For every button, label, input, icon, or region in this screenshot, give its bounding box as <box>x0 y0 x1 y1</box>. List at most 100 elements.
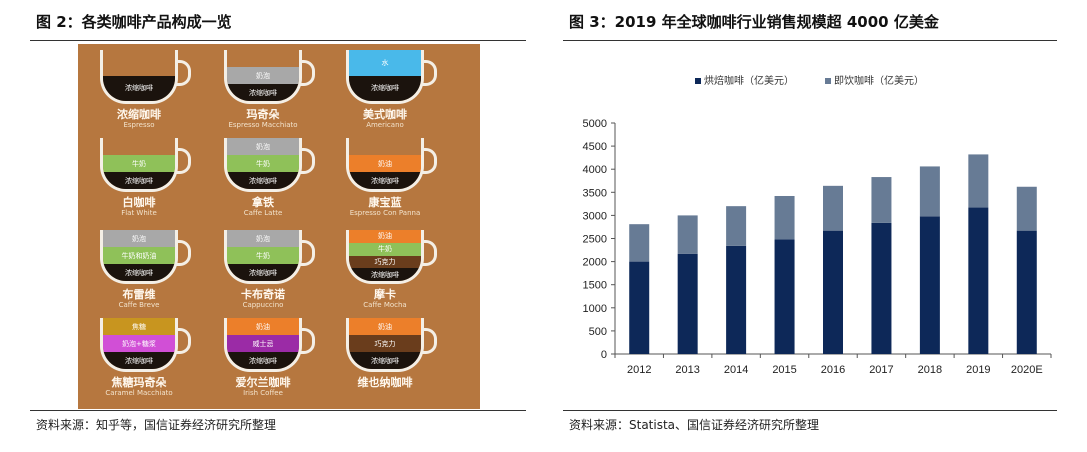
left-source-rule <box>30 410 526 411</box>
x-tick-label: 2019 <box>966 364 990 376</box>
cup-handle <box>300 328 315 354</box>
cup-layer: 浓缩咖啡 <box>349 75 421 101</box>
y-tick-label: 4000 <box>583 164 607 176</box>
x-tick-label: 2013 <box>675 364 699 376</box>
cup-layer: 奶泡 <box>227 138 299 155</box>
legend-label: 即饮咖啡（亿美元） <box>834 74 924 87</box>
cup-layer <box>349 138 421 155</box>
cup-layer: 浓缩咖啡 <box>103 264 175 281</box>
cup-english-name: Americano <box>366 121 404 129</box>
cup-layer: 浓缩咖啡 <box>349 172 421 189</box>
cup-english-name: Caffe Latte <box>243 209 283 217</box>
cup-name: 布雷维 <box>122 288 156 301</box>
y-tick-label: 5000 <box>583 118 607 130</box>
coffee-cup: 奶泡 牛奶 浓缩咖啡 <box>224 230 316 290</box>
coffee-cup: 奶油 威士忌 浓缩咖啡 <box>224 318 316 378</box>
cup-name: 摩卡 <box>374 288 396 301</box>
cup-layer: 焦糖 <box>103 318 175 335</box>
cup-body: 奶泡 牛奶 浓缩咖啡 <box>224 230 302 284</box>
cup-layer: 巧克力 <box>349 335 421 352</box>
cup-layer: 牛奶 <box>227 247 299 264</box>
right-figure-panel: 图 3：2019 年全球咖啡行业销售规模超 4000 亿美金 烘焙咖啡（亿美元）… <box>563 0 1057 452</box>
coffee-cup: 浓缩咖啡 <box>100 50 192 110</box>
coffee-cup: 焦糖 奶泡+糖浆 浓缩咖啡 <box>100 318 192 378</box>
cup-layer: 牛奶 <box>349 242 421 256</box>
cup-name: 美式咖啡 <box>363 108 407 121</box>
cup-name: 玛奇朵 <box>246 108 280 121</box>
cup-layer: 浓缩咖啡 <box>349 352 421 369</box>
right-title-rule <box>563 40 1057 41</box>
cup-handle <box>422 240 437 266</box>
cup-english-name: Caramel Macchiato <box>105 389 173 397</box>
cup-body: 奶油 浓缩咖啡 <box>346 138 424 192</box>
bar-segment <box>871 177 892 223</box>
coffee-cup: 水浓缩咖啡 <box>346 50 438 110</box>
coffee-cup: 奶油 巧克力 浓缩咖啡 <box>346 318 438 378</box>
coffee-types-poster: 浓缩咖啡 浓缩咖啡 Espresso 奶泡 浓缩咖啡 玛奇朵 Espresso Macchi… <box>78 44 480 409</box>
cup-layer: 浓缩咖啡 <box>227 84 299 101</box>
left-figure-title: 图 2：各类咖啡产品构成一览 <box>36 13 232 31</box>
cup-layer: 奶油 <box>349 318 421 335</box>
cup-name: 爱尔兰咖啡 <box>235 376 291 389</box>
cup-handle <box>176 240 191 266</box>
bar-segment <box>823 230 843 354</box>
bar-segment <box>677 253 698 354</box>
cup-name: 拿铁 <box>252 196 274 209</box>
left-source-note: 资料来源：知乎等，国信证券经济研究所整理 <box>36 418 277 432</box>
cup-layer: 威士忌 <box>227 335 299 352</box>
coffee-cup: 奶泡 浓缩咖啡 <box>224 50 316 110</box>
cup-handle <box>300 148 315 174</box>
x-tick-label: 2014 <box>724 364 748 376</box>
cup-layer: 浓缩咖啡 <box>103 172 175 189</box>
left-title-rule <box>30 40 526 41</box>
cup-body: 奶油 巧克力 浓缩咖啡 <box>346 318 424 372</box>
y-tick-label: 2000 <box>583 257 607 269</box>
cup-layer: 浓缩咖啡 <box>349 268 421 281</box>
bar-segment <box>774 195 795 240</box>
cup-name: 康宝蓝 <box>368 196 402 209</box>
right-source-rule <box>563 410 1057 411</box>
legend-swatch <box>695 78 701 84</box>
cup-body: 奶泡 浓缩咖啡 <box>224 50 302 104</box>
cup-body: 水浓缩咖啡 <box>346 50 424 104</box>
cup-name: 浓缩咖啡 <box>117 108 161 121</box>
cup-english-name: Flat White <box>121 209 157 217</box>
cup-body: 奶泡 牛奶和奶油 浓缩咖啡 <box>100 230 178 284</box>
cup-handle <box>300 240 315 266</box>
cup-layer: 浓缩咖啡 <box>103 75 175 101</box>
cup-handle <box>176 60 191 86</box>
legend-swatch <box>825 78 831 84</box>
cup-layer: 牛奶 <box>103 155 175 172</box>
cup-layer: 浓缩咖啡 <box>227 172 299 189</box>
cup-layer: 奶油 <box>349 155 421 172</box>
cup-name: 卡布奇诺 <box>241 288 285 301</box>
x-tick-label: 2012 <box>627 364 651 376</box>
y-tick-label: 3000 <box>583 210 607 222</box>
cup-layer: 浓缩咖啡 <box>227 352 299 369</box>
coffee-cup: 奶油 浓缩咖啡 <box>346 138 438 198</box>
coffee-cup: 奶油 牛奶 巧克力 浓缩咖啡 <box>346 230 438 290</box>
cup-layer: 水 <box>349 50 421 76</box>
cup-layer: 牛奶和奶油 <box>103 247 175 264</box>
cup-layer: 奶泡+糖浆 <box>103 335 175 352</box>
cup-english-name: Espresso Con Panna <box>349 209 421 217</box>
cup-name: 焦糖玛奇朵 <box>111 376 167 389</box>
y-tick-label: 4500 <box>583 141 607 153</box>
cup-body: 奶油 牛奶 巧克力 浓缩咖啡 <box>346 230 424 284</box>
cup-english-name: Espresso Macchiato <box>228 121 298 129</box>
cup-layer: 浓缩咖啡 <box>103 352 175 369</box>
cup-layer: 奶泡 <box>103 230 175 247</box>
cup-handle <box>176 328 191 354</box>
bar-segment <box>677 215 698 254</box>
cup-handle <box>422 328 437 354</box>
cup-layer: 奶泡 <box>227 67 299 84</box>
x-tick-label: 2015 <box>772 364 796 376</box>
y-tick-label: 2500 <box>583 234 607 246</box>
bar-segment <box>629 261 650 354</box>
bar-segment <box>968 207 989 354</box>
x-tick-label: 2020E <box>1011 364 1043 376</box>
cup-english-name: Caffe Mocha <box>363 301 407 309</box>
cup-layer <box>103 50 175 76</box>
bar-segment <box>1016 230 1037 354</box>
y-tick-label: 500 <box>589 326 607 338</box>
